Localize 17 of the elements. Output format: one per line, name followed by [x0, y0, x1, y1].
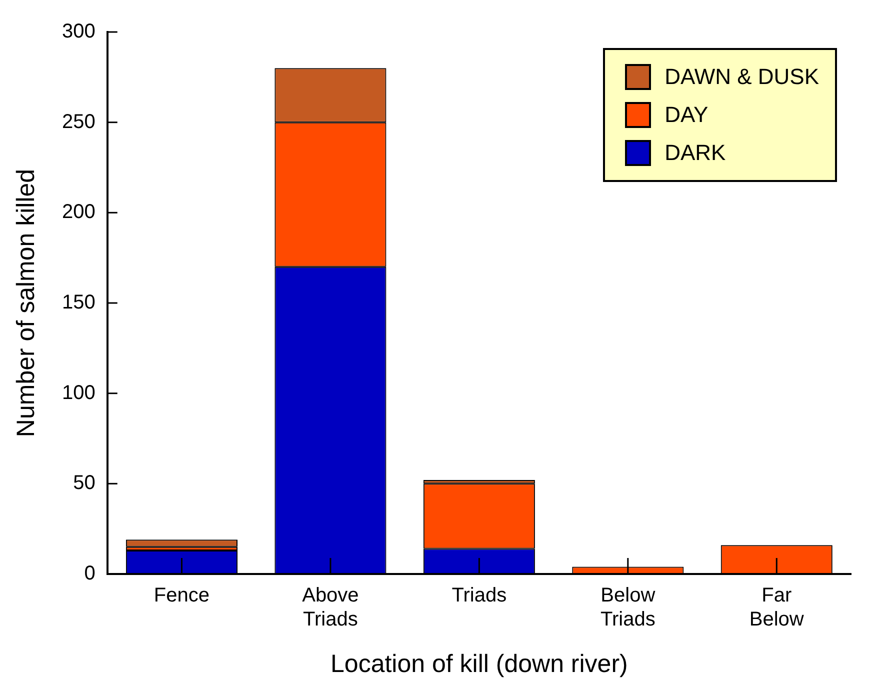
y-tick-label: 300	[62, 20, 96, 43]
legend-label: DAY	[664, 102, 708, 128]
legend-label: DAWN & DUSK	[664, 64, 819, 90]
x-axis-title: Location of kill (down river)	[330, 650, 628, 678]
legend-label: DARK	[664, 140, 726, 166]
x-tick-label: Above Triads	[302, 584, 359, 631]
y-tick-label: 50	[73, 472, 96, 494]
y-tick-label: 100	[62, 382, 96, 404]
x-tick-label: Triads	[452, 584, 507, 607]
y-tick-label: 250	[62, 110, 96, 133]
x-tick-label: Far Below	[749, 584, 804, 631]
x-tick-label: Fence	[154, 584, 210, 607]
y-tick-label: 200	[62, 201, 96, 224]
y-tick-label: 0	[84, 562, 96, 585]
y-tick-label: 150	[62, 292, 96, 314]
y-axis-title: Number of salmon killed	[12, 168, 40, 438]
x-tick-label: Below Triads	[600, 584, 656, 631]
